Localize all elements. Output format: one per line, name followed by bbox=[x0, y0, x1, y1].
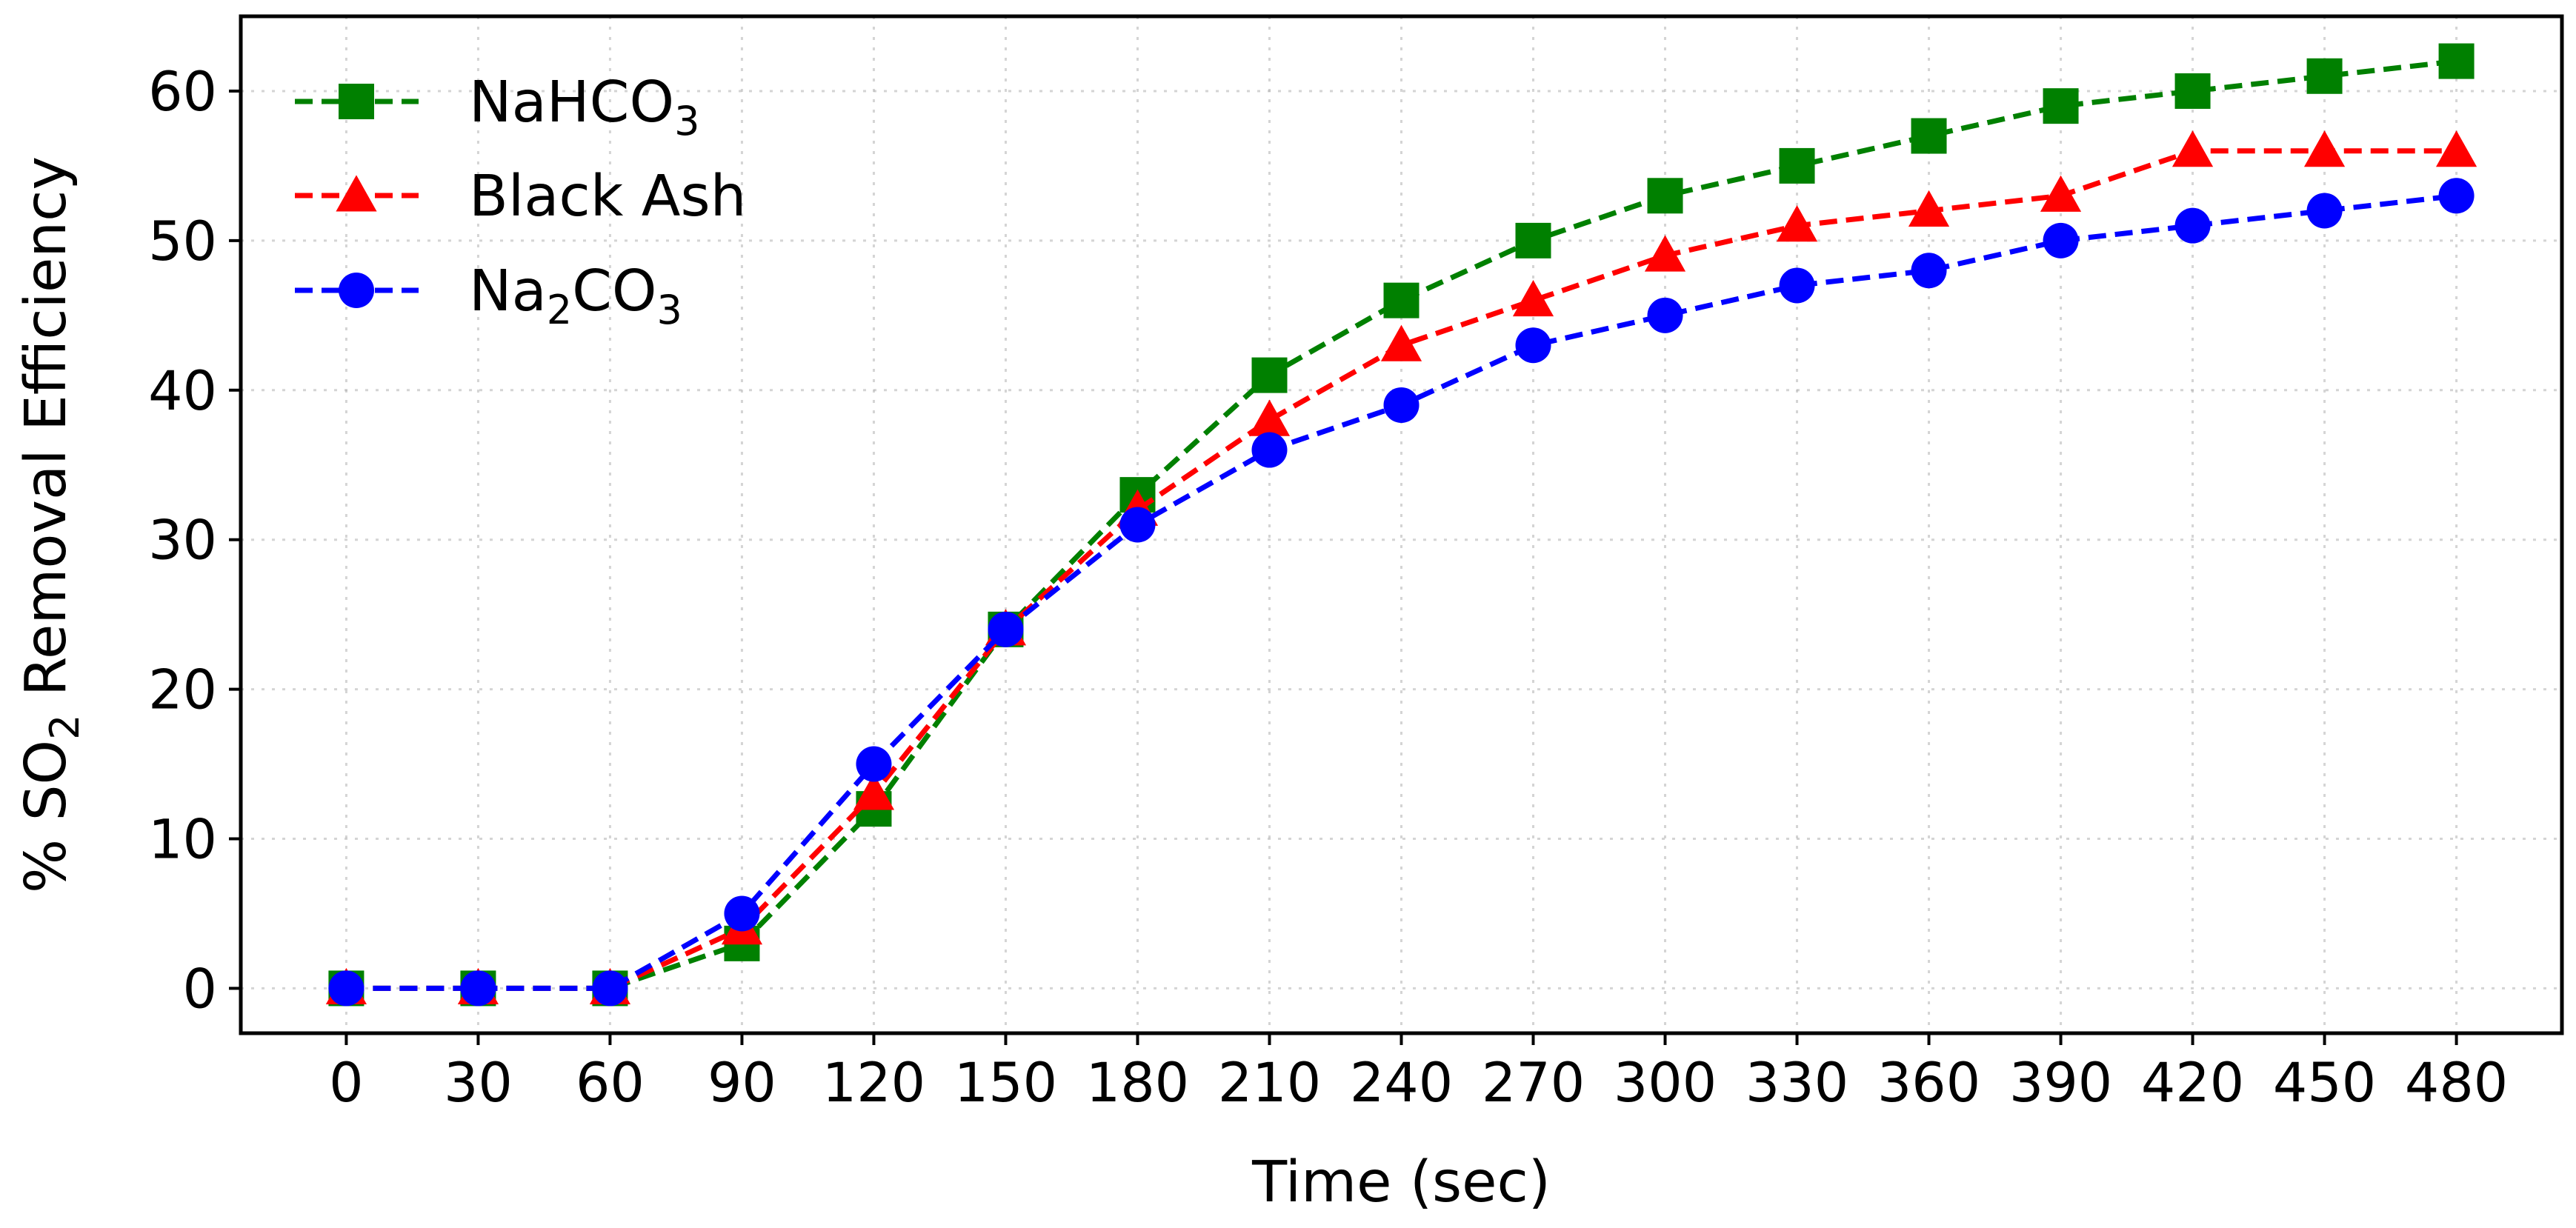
series-line bbox=[346, 59, 2457, 991]
data-point bbox=[1911, 118, 1947, 154]
data-point bbox=[328, 970, 365, 1007]
x-tick-label: 180 bbox=[1086, 1052, 1189, 1115]
data-point bbox=[2043, 88, 2079, 124]
x-tick-label: 420 bbox=[2141, 1052, 2244, 1115]
x-tick-label: 60 bbox=[576, 1052, 645, 1115]
y-tick-label: 50 bbox=[148, 210, 217, 273]
data-point bbox=[1383, 387, 1420, 423]
legend-label-part: NaHCO bbox=[469, 70, 674, 136]
y-axis-title-subscript: 2 bbox=[41, 715, 88, 740]
data-point bbox=[2171, 130, 2214, 167]
legend-label: Black Ash bbox=[469, 164, 746, 230]
legend-label-part: CO bbox=[572, 258, 656, 324]
data-point bbox=[2174, 207, 2211, 244]
y-tick-label: 30 bbox=[148, 510, 217, 573]
x-tick-label: 30 bbox=[444, 1052, 513, 1115]
data-point bbox=[2174, 73, 2211, 109]
legend-marker bbox=[339, 84, 374, 119]
data-point bbox=[1779, 267, 1815, 304]
axes: 0 30 60 90 120 150 180 210 240 270 300 330 360 390 420… bbox=[13, 61, 2508, 1215]
x-axis-title: Time (sec) bbox=[1251, 1149, 1551, 1215]
data-point bbox=[2303, 130, 2346, 167]
data-point bbox=[460, 970, 496, 1007]
legend-label: Na2CO3 bbox=[469, 258, 682, 333]
x-tick-label: 90 bbox=[708, 1052, 776, 1115]
data-point bbox=[1515, 222, 1551, 258]
data-point bbox=[1908, 190, 1950, 227]
y-tick-label: 10 bbox=[148, 809, 217, 872]
data-point bbox=[1647, 178, 1683, 214]
data-point bbox=[2040, 175, 2082, 212]
data-point bbox=[1911, 253, 1947, 289]
legend-marker bbox=[339, 273, 374, 308]
data-point bbox=[2043, 222, 2079, 258]
data-point bbox=[1251, 432, 1288, 468]
data-point bbox=[1644, 235, 1686, 272]
x-tick-label: 150 bbox=[954, 1052, 1057, 1115]
x-tick-label: 390 bbox=[2009, 1052, 2112, 1115]
legend-item: NaHCO3 bbox=[295, 70, 699, 144]
legend-label-subscript: 3 bbox=[657, 287, 682, 333]
data-point bbox=[1383, 282, 1420, 318]
legend-label-subscript: 3 bbox=[674, 98, 699, 144]
y-axis-title: % SO2 Removal Efficiency bbox=[13, 156, 88, 893]
data-point bbox=[1248, 399, 1291, 436]
legend-item: Black Ash bbox=[295, 164, 746, 230]
data-point bbox=[2438, 43, 2475, 79]
x-tick-label: 120 bbox=[822, 1052, 925, 1115]
data-point bbox=[1647, 297, 1683, 333]
x-tick-label: 450 bbox=[2273, 1052, 2376, 1115]
data-point bbox=[1515, 327, 1551, 364]
data-point bbox=[2435, 130, 2477, 167]
data-point bbox=[2306, 193, 2343, 229]
data-point bbox=[853, 773, 895, 810]
x-tick-label: 330 bbox=[1745, 1052, 1848, 1115]
x-tick-label: 0 bbox=[329, 1052, 363, 1115]
y-tick-label: 20 bbox=[148, 659, 217, 722]
data-point bbox=[2306, 58, 2343, 94]
data-point bbox=[1779, 147, 1815, 184]
legend-label-subscript: 2 bbox=[547, 287, 572, 333]
legend-marker bbox=[336, 175, 377, 212]
data-point bbox=[988, 611, 1024, 647]
x-tick-label: 210 bbox=[1218, 1052, 1321, 1115]
data-point bbox=[2438, 178, 2475, 214]
data-point bbox=[1119, 507, 1156, 543]
y-tick-label: 60 bbox=[148, 61, 217, 124]
legend-label-part: Na bbox=[469, 258, 547, 324]
y-axis-title-part: % SO bbox=[13, 740, 79, 893]
legend-item: Na2CO3 bbox=[295, 258, 682, 333]
legend-label: NaHCO3 bbox=[469, 70, 699, 144]
data-point bbox=[1512, 280, 1554, 317]
data-point bbox=[856, 746, 892, 782]
x-tick-label: 240 bbox=[1350, 1052, 1453, 1115]
data-point bbox=[1251, 357, 1288, 393]
series-2 bbox=[328, 178, 2475, 1007]
data-point bbox=[1776, 205, 1818, 242]
series-layer bbox=[325, 43, 2477, 1007]
data-point bbox=[592, 970, 628, 1007]
x-tick-label: 480 bbox=[2405, 1052, 2508, 1115]
data-point bbox=[724, 895, 760, 932]
y-axis-title-part: Removal Efficiency bbox=[13, 156, 79, 715]
y-tick-label: 40 bbox=[148, 360, 217, 423]
x-tick-label: 300 bbox=[1614, 1052, 1717, 1115]
data-point bbox=[1380, 324, 1422, 361]
x-tick-label: 360 bbox=[1877, 1052, 1980, 1115]
legend-label-part: Black Ash bbox=[469, 164, 746, 230]
y-tick-label: 0 bbox=[183, 958, 217, 1021]
x-tick-label: 270 bbox=[1482, 1052, 1585, 1115]
